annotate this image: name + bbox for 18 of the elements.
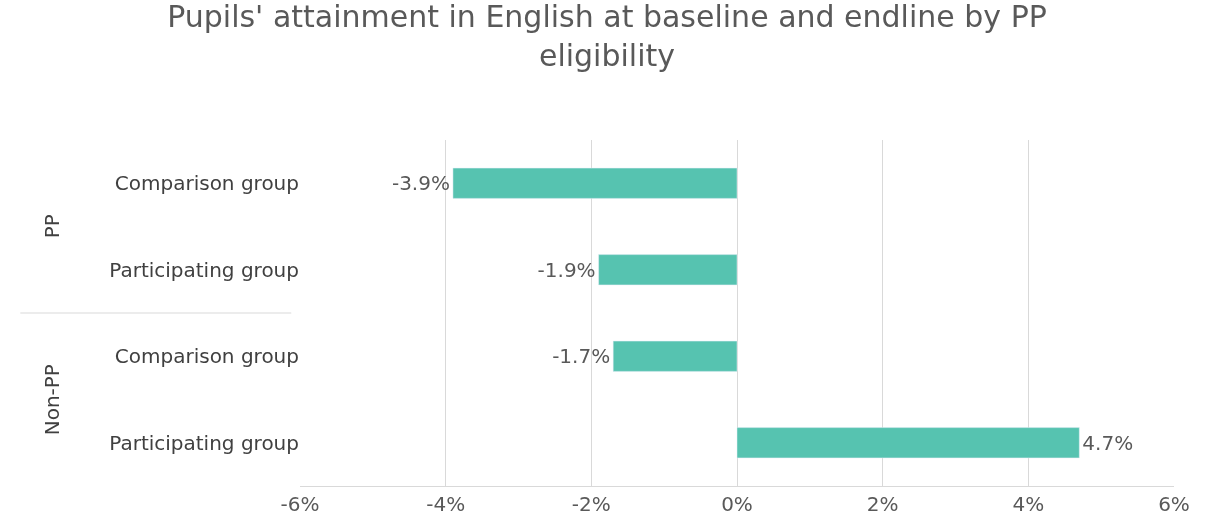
y-tick-label: Comparison group — [114, 171, 299, 196]
text: Non-PP — [40, 364, 65, 436]
x-tick-label: 4% — [1012, 492, 1045, 516]
data-label: -1.9% — [537, 257, 596, 282]
x-tick-label: -4% — [426, 492, 466, 516]
x-tick-label: -2% — [571, 492, 611, 516]
x-tick-label: 6% — [1158, 492, 1190, 516]
chart-title: Pupils' attainment in English at baseline and endline by PP eligibility — [167, 0, 1047, 73]
data-label: -3.9% — [391, 171, 450, 196]
data-label: 4.7% — [1082, 430, 1134, 455]
data-label: -1.7% — [552, 344, 611, 369]
x-tick-label: 2% — [866, 492, 899, 516]
x-tick-label: 0% — [721, 492, 753, 516]
y-tick-label: Participating group — [109, 430, 299, 455]
x-tick-label: -6% — [280, 492, 320, 516]
y-tick-label: Participating group — [109, 257, 299, 282]
y-tick-label: Comparison group — [114, 344, 299, 369]
text: PP — [40, 214, 65, 239]
